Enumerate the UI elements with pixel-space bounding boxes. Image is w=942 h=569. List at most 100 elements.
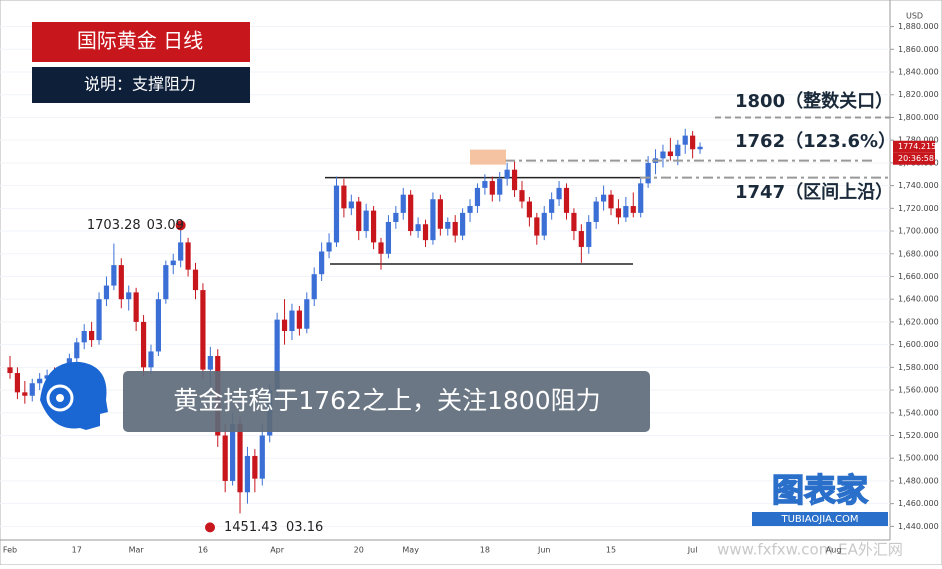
y-tick-label: 1,880.000	[898, 22, 939, 31]
candle-body	[333, 185, 340, 243]
candle-body	[289, 310, 295, 331]
candle-body	[192, 269, 199, 291]
candle-body	[408, 194, 414, 232]
candle-body	[244, 455, 251, 493]
y-tick-label: 1,460.000	[898, 499, 939, 508]
candle-body	[415, 224, 421, 232]
headline: 黄金持稳于1762之上，关注1800阻力	[173, 386, 600, 415]
y-tick-label: 1,660.000	[898, 272, 939, 281]
y-tick-label: 1,560.000	[898, 386, 939, 395]
candle-body	[385, 221, 392, 254]
x-tick-label: Aug	[826, 546, 842, 555]
candle-body	[690, 135, 696, 150]
level-label: 1800（整数关口）	[735, 90, 893, 112]
candle-body	[645, 162, 651, 184]
candle-body	[370, 210, 377, 243]
y-tick-label: 1,620.000	[898, 317, 939, 326]
candle-body	[363, 210, 369, 232]
watermark-band	[752, 512, 888, 526]
candle-body	[230, 424, 236, 481]
candle-body	[200, 290, 206, 370]
candle-body	[103, 285, 110, 300]
currency: USD	[906, 12, 923, 21]
candle-body	[44, 375, 50, 379]
x-tick-label: 20	[354, 546, 364, 555]
y-tick-label: 1,600.000	[898, 340, 939, 349]
candle-body	[630, 206, 636, 213]
watermark: www.fxfxw.com EA外汇网	[717, 541, 903, 559]
candle-body	[178, 242, 184, 261]
candle-body	[556, 187, 562, 200]
candle-body	[74, 342, 80, 359]
candle-body	[207, 355, 213, 370]
candle-body	[7, 367, 13, 374]
candle-body	[341, 185, 347, 209]
candle-body	[452, 221, 458, 236]
y-tick-label: 1,580.000	[898, 363, 939, 372]
candle-body	[22, 392, 28, 396]
candle-body	[252, 455, 258, 479]
candle-body	[296, 310, 302, 329]
y-tick-label: 1,780.000	[898, 136, 939, 145]
x-tick-label: 18	[480, 546, 490, 555]
candle-body	[430, 199, 436, 241]
y-tick-label: 1,720.000	[898, 204, 939, 213]
candle-body	[445, 221, 451, 229]
candle-body	[511, 169, 518, 191]
headline-box	[123, 371, 650, 432]
extreme-date: 03.16	[286, 520, 323, 535]
candle-body	[155, 299, 161, 352]
extreme-date: 03.09	[147, 218, 184, 233]
y-tick-label: 1,820.000	[898, 90, 939, 99]
watermark: TUBIAOJIA.COM	[781, 514, 859, 525]
candle-body	[356, 201, 362, 232]
candle-body	[638, 183, 644, 213]
candle-body	[519, 190, 525, 202]
candle-body	[571, 212, 577, 232]
candle-body	[14, 373, 21, 393]
y-tick-label: 1,800.000	[898, 113, 939, 122]
candle-body	[319, 251, 325, 275]
x-tick-label: Jun	[537, 546, 551, 555]
candle-body	[497, 178, 503, 195]
y-tick-label: 1,700.000	[898, 227, 939, 236]
price-tag-label: 1774.215	[898, 142, 936, 151]
x-tick-label: 16	[198, 546, 208, 555]
candle-body	[111, 265, 117, 286]
level-label: 1762（123.6%）	[735, 131, 896, 152]
candle-body	[140, 321, 147, 368]
x-tick-label: May	[402, 546, 419, 555]
price-tag	[893, 140, 935, 153]
candle-body	[460, 212, 466, 236]
y-tick-label: 1,520.000	[898, 431, 939, 440]
candle-body	[304, 299, 310, 329]
candle-body	[118, 265, 124, 300]
candle-body	[422, 224, 429, 241]
candle-body	[29, 383, 35, 396]
level-label: 1747（区间上沿）	[735, 182, 893, 203]
extreme-value: 1703.28	[87, 218, 141, 233]
y-tick-label: 1,640.000	[898, 295, 939, 304]
candle-body	[222, 435, 228, 481]
logo	[40, 361, 108, 430]
candle-body	[578, 231, 584, 247]
y-tick-label: 1,500.000	[898, 454, 939, 463]
candle-body	[586, 221, 592, 247]
candle-body	[133, 292, 139, 322]
candle-body	[549, 199, 555, 213]
candle-body	[259, 435, 265, 479]
y-tick-label: 1,860.000	[898, 45, 939, 54]
extreme-dot	[205, 522, 216, 533]
y-tick-label: 1,840.000	[898, 68, 939, 77]
extreme-value: 1451.43	[224, 520, 278, 535]
candle-body	[504, 169, 510, 179]
extreme-dot	[175, 220, 186, 231]
x-tick-label: Feb	[3, 546, 17, 555]
watermark: 图表家	[772, 471, 868, 509]
candle-body	[89, 330, 95, 341]
x-tick-label: Jul	[687, 546, 698, 555]
candle-body	[400, 194, 406, 213]
candle-body	[489, 181, 495, 195]
candle-body	[593, 201, 599, 222]
